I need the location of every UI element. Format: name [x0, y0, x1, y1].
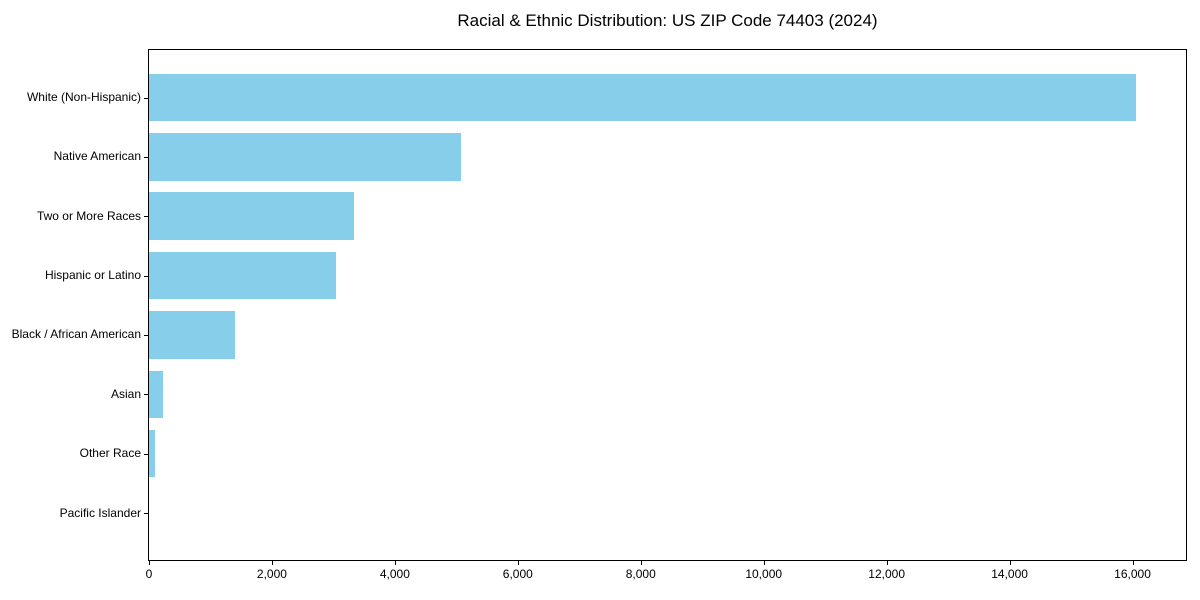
bar-hispanic-or-latino: [149, 251, 336, 300]
bar-other-race: [149, 429, 156, 478]
y-tick-mark: [144, 453, 148, 455]
y-tick-label: Asian: [110, 386, 141, 401]
bar-asian: [149, 370, 164, 419]
x-tick-mark: [517, 561, 519, 565]
y-tick-label: Pacific Islander: [59, 505, 141, 520]
x-tick-mark: [763, 561, 765, 565]
x-tick-label: 14,000: [991, 567, 1028, 581]
bar-native-american: [149, 133, 462, 181]
bar-black-african-american: [149, 311, 236, 359]
x-tick-mark: [640, 561, 642, 565]
y-tick-label: White (Non-Hispanic): [26, 90, 141, 104]
plot-area: [148, 48, 1187, 561]
y-tick-mark: [144, 513, 148, 515]
x-tick-label: 0: [145, 567, 153, 581]
x-tick-mark: [1132, 561, 1134, 565]
x-tick-label: 16,000: [1114, 567, 1151, 581]
x-tick-label: 10,000: [745, 567, 783, 581]
y-tick-label: Native American: [53, 149, 141, 164]
y-tick-mark: [144, 216, 148, 218]
y-tick-mark: [144, 275, 148, 277]
y-tick-mark: [144, 156, 148, 158]
x-tick-mark: [149, 561, 150, 565]
x-tick-label: 2,000: [256, 567, 287, 581]
bar-white-non-hispanic: [149, 73, 1137, 122]
chart-title: Racial & Ethnic Distribution: US ZIP Cod…: [457, 11, 878, 30]
y-tick-label: Other Race: [79, 446, 141, 461]
y-tick-label: Black / African American: [11, 327, 141, 342]
y-tick-mark: [144, 394, 148, 396]
x-tick-label: 4,000: [379, 567, 410, 581]
x-tick-mark: [886, 561, 888, 565]
y-tick-label: Hispanic or Latino: [44, 268, 141, 283]
x-tick-mark: [271, 561, 273, 565]
y-tick-label: Two or More Races: [36, 208, 141, 223]
x-tick-label: 8,000: [625, 567, 656, 581]
x-tick-mark: [1009, 561, 1011, 565]
y-tick-mark: [144, 97, 148, 99]
x-tick-label: 12,000: [868, 567, 905, 581]
bar-two-or-more-races: [149, 192, 355, 240]
y-tick-mark: [144, 334, 148, 336]
x-tick-mark: [394, 561, 396, 565]
x-tick-label: 6,000: [502, 567, 533, 581]
